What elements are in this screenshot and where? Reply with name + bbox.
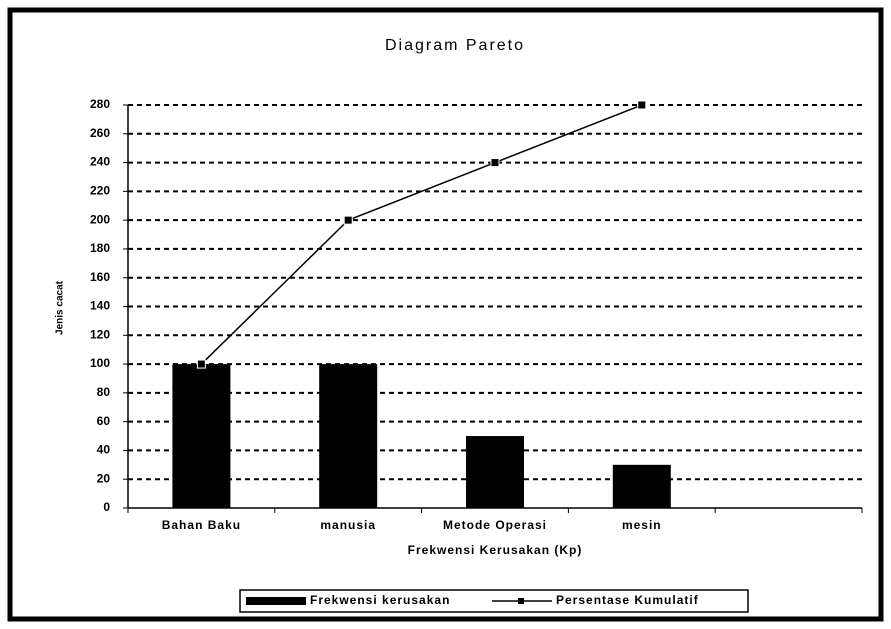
x-tick-label: mesin [622,518,662,532]
marker [490,158,500,168]
y-tick-label: 280 [90,97,110,111]
y-tick-label: 120 [90,327,110,341]
legend-label: Persentase Kumulatif [556,593,699,607]
x-axis-label: Frekwensi Kerusakan (Kp) [408,543,583,557]
y-tick-label: 180 [90,241,110,255]
y-tick-label: 220 [90,184,110,198]
bar [612,464,671,508]
line [200,104,643,365]
y-tick-label: 60 [97,414,111,428]
marker [637,100,647,110]
marker [196,359,206,369]
y-tick-label: 100 [90,356,110,370]
legend-label: Frekwensi kerusakan [310,593,450,607]
y-tick-label: 0 [103,500,110,514]
y-tick-label: 200 [90,212,110,226]
y-tick-label: 260 [90,126,110,140]
y-tick-label: 160 [90,270,110,284]
chart-title: Diagram Pareto [385,37,525,54]
bar [466,436,524,508]
y-tick-label: 240 [90,155,110,169]
y-tick-label: 20 [97,471,111,485]
bar [319,364,378,508]
y-axis-label: Jenis cacat [55,280,66,335]
x-tick-label: manusia [320,518,376,532]
y-tick-label: 40 [97,443,111,457]
marker [343,215,353,225]
bar [172,364,231,508]
chart-frame [7,7,884,622]
x-tick-label: Metode Operasi [443,518,547,532]
y-tick-label: 80 [97,385,111,399]
legend-swatch [246,597,306,605]
legend-marker [518,598,524,604]
x-tick-label: Bahan Baku [162,518,241,532]
y-tick-label: 140 [90,299,110,313]
